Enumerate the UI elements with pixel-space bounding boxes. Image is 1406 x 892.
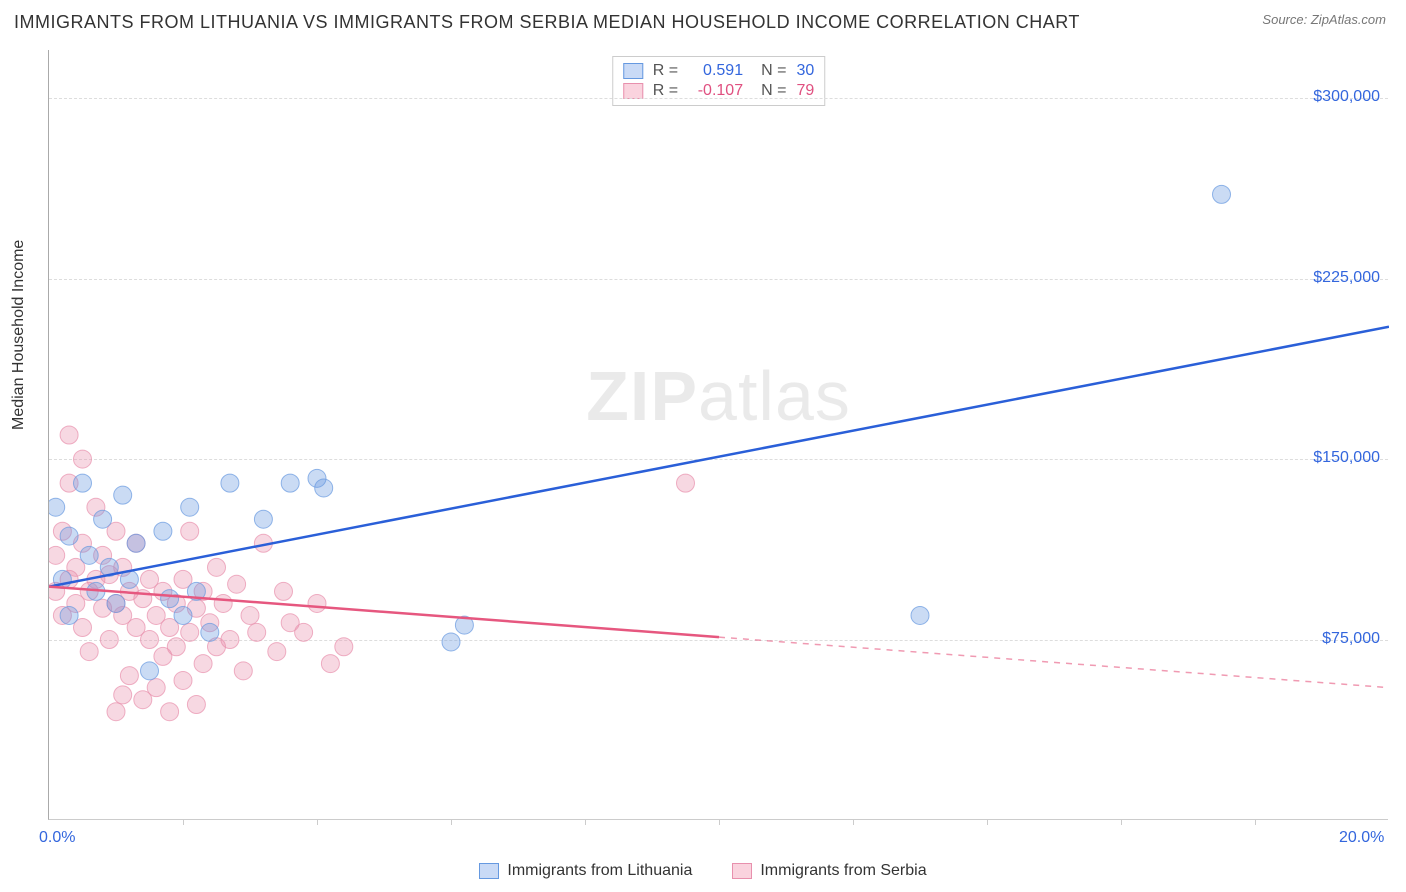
data-point-serbia [60,426,78,444]
data-point-serbia [214,594,232,612]
data-point-lithuania [94,510,112,528]
data-point-serbia [49,546,65,564]
data-point-serbia [321,655,339,673]
chart-container: IMMIGRANTS FROM LITHUANIA VS IMMIGRANTS … [0,0,1406,892]
data-point-lithuania [80,546,98,564]
data-point-lithuania [315,479,333,497]
data-point-serbia [74,450,92,468]
data-point-serbia [248,623,266,641]
data-point-lithuania [201,623,219,641]
data-point-serbia [107,703,125,721]
data-point-serbia [194,655,212,673]
legend-item-lithuania: Immigrants from Lithuania [479,862,692,880]
data-point-serbia [114,686,132,704]
legend-item-serbia: Immigrants from Serbia [732,862,926,880]
data-point-serbia [275,582,293,600]
data-point-serbia [174,671,192,689]
data-point-serbia [181,623,199,641]
data-point-lithuania [221,474,239,492]
data-point-lithuania [141,662,159,680]
data-point-serbia [295,623,313,641]
data-point-serbia [147,679,165,697]
data-point-serbia [80,643,98,661]
source-attribution: Source: ZipAtlas.com [1262,12,1386,27]
chart-svg [49,50,1389,820]
x-tick-label: 0.0% [39,829,75,847]
data-point-serbia [677,474,695,492]
data-point-lithuania [1213,185,1231,203]
data-point-serbia [167,638,185,656]
data-point-serbia [181,522,199,540]
data-point-lithuania [154,522,172,540]
data-point-lithuania [911,606,929,624]
data-point-serbia [234,662,252,680]
data-point-lithuania [161,590,179,608]
chart-title: IMMIGRANTS FROM LITHUANIA VS IMMIGRANTS … [14,12,1080,33]
data-point-serbia [335,638,353,656]
data-point-lithuania [114,486,132,504]
data-point-serbia [221,631,239,649]
data-point-serbia [100,631,118,649]
data-point-lithuania [49,498,65,516]
y-axis-label: Median Household Income [10,240,28,430]
data-point-serbia [187,696,205,714]
data-point-serbia [161,703,179,721]
header: IMMIGRANTS FROM LITHUANIA VS IMMIGRANTS … [0,0,1406,33]
swatch-blue [479,863,499,879]
data-point-lithuania [107,594,125,612]
data-point-lithuania [60,606,78,624]
data-point-serbia [228,575,246,593]
data-point-lithuania [281,474,299,492]
data-point-serbia [241,606,259,624]
plot-area: ZIPatlas R = 0.591 N = 30 R = -0.107 N =… [48,50,1388,820]
data-point-serbia [308,594,326,612]
data-point-serbia [120,667,138,685]
trend-line-extrapolated-serbia [719,637,1389,688]
trend-line-lithuania [49,327,1389,587]
data-point-lithuania [60,527,78,545]
data-point-serbia [141,631,159,649]
swatch-pink [732,863,752,879]
series-legend: Immigrants from Lithuania Immigrants fro… [0,862,1406,880]
data-point-lithuania [174,606,192,624]
x-tick-label: 20.0% [1339,829,1384,847]
data-point-lithuania [74,474,92,492]
data-point-serbia [208,558,226,576]
data-point-lithuania [127,534,145,552]
data-point-lithuania [254,510,272,528]
data-point-lithuania [442,633,460,651]
data-point-lithuania [181,498,199,516]
data-point-serbia [268,643,286,661]
